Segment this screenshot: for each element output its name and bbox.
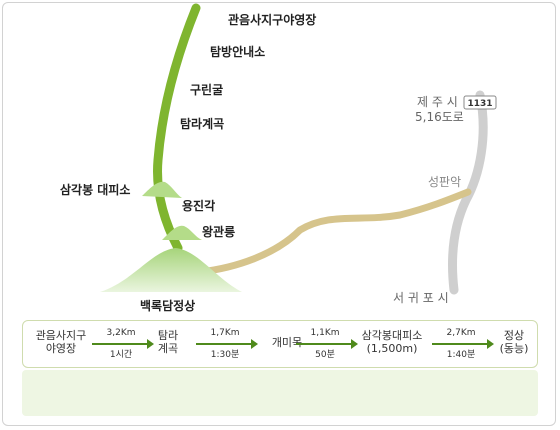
label-jeju-city: 제 주 시: [417, 95, 458, 109]
label-tamra-valley: 탐라계곡: [180, 116, 224, 131]
arrow-right-icon: [190, 339, 260, 349]
arrow-right-icon: [290, 339, 360, 349]
label-seogwipo-city: 서 귀 포 시: [393, 291, 449, 305]
route-stop-summit: 정상 (동능): [499, 329, 529, 355]
route-stop-gaemimok: 개미목: [271, 336, 303, 349]
label-yongjingak: 용진각: [182, 198, 215, 213]
label-gwaneumsa-camp: 관음사지구야영장: [228, 12, 316, 27]
seongpanak-trail: [196, 188, 472, 276]
route-stop-tamra-valley: 탐라 계곡: [157, 329, 179, 355]
arrow-right-icon: [86, 339, 156, 349]
route-stop-gwaneumsa: 관음사지구 야영장: [35, 329, 87, 355]
baengnokdam-peak: [100, 248, 242, 292]
route-segment-2: 1,7Km 1:30분: [190, 327, 260, 361]
label-visitor-center: 탐방안내소: [210, 44, 265, 59]
info-panel: [22, 370, 538, 416]
label-peak: 백록담정상: [140, 298, 195, 313]
label-wanggwanreung: 왕관릉: [202, 224, 235, 239]
label-gurin-cave: 구린굴: [190, 82, 223, 97]
label-516-road: 5,16도로: [415, 110, 464, 124]
samgakbong-hill: [142, 181, 182, 198]
road-516: [448, 90, 488, 295]
route-stop-samgakbong: 삼각봉대피소 (1,500m): [361, 329, 423, 355]
route-number-text: 1131: [467, 99, 492, 109]
label-seongpanak: 성판악: [428, 175, 461, 189]
label-samgakbong-shelter: 삼각봉 대피소: [60, 182, 130, 197]
route-segment-4: 2,7Km 1:40분: [426, 327, 496, 361]
route-segment-1: 3,2Km 1시간: [86, 327, 156, 361]
route-number-sign: [463, 95, 497, 110]
arrow-right-icon: [426, 339, 496, 349]
wanggwanreung-hill: [162, 225, 202, 240]
gwaneumsa-trail: [153, 3, 201, 253]
route-segment-3: 1,1Km 50분: [290, 327, 360, 361]
